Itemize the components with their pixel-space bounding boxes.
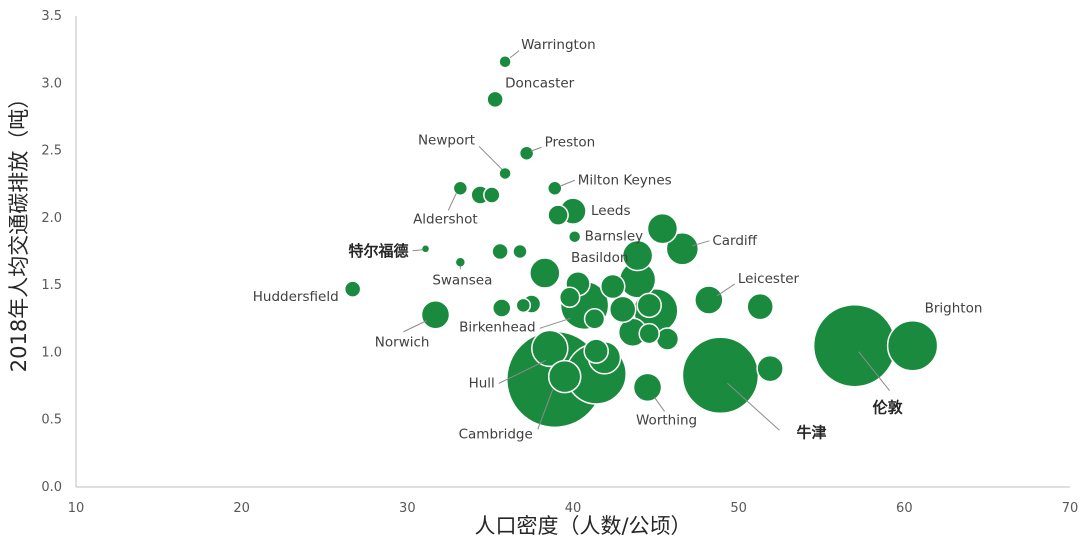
bubble bbox=[583, 338, 609, 364]
y-tick-label: 0.5 bbox=[41, 413, 62, 428]
leader-line bbox=[537, 389, 554, 430]
bubble bbox=[638, 322, 660, 345]
bubble bbox=[483, 186, 501, 204]
bubble bbox=[600, 273, 626, 300]
leader-line bbox=[403, 320, 427, 333]
bubble bbox=[531, 329, 569, 368]
point-label: Aldershot bbox=[413, 211, 478, 227]
bubble bbox=[756, 354, 784, 383]
bubble bbox=[746, 292, 774, 321]
point-label: Swansea bbox=[432, 272, 492, 288]
y-tick-label: 2.5 bbox=[41, 144, 62, 159]
point-label: Hull bbox=[469, 375, 495, 391]
bubble bbox=[621, 239, 654, 272]
point-label: Worthing bbox=[636, 412, 697, 428]
y-tick-label: 0.0 bbox=[41, 480, 62, 495]
leader-line bbox=[478, 146, 503, 170]
x-tick-label: 20 bbox=[233, 501, 250, 516]
leader-line bbox=[530, 146, 542, 152]
bubble bbox=[665, 232, 700, 266]
bubble bbox=[558, 286, 581, 309]
bubble bbox=[812, 303, 897, 388]
bubble bbox=[512, 243, 528, 260]
point-label: Milton Keynes bbox=[578, 172, 672, 188]
x-tick-label: 70 bbox=[1062, 501, 1079, 516]
bubble bbox=[420, 299, 451, 330]
point-label: Newport bbox=[418, 132, 475, 148]
y-ticks: 0.0 0.5 1.0 1.5 2.0 2.5 3.0 3.5 bbox=[41, 9, 62, 495]
bubble bbox=[567, 229, 582, 244]
bubble bbox=[608, 295, 637, 324]
bubble bbox=[498, 55, 512, 69]
y-tick-label: 3.0 bbox=[41, 76, 62, 91]
x-tick-label: 50 bbox=[730, 501, 747, 516]
bubble bbox=[636, 292, 662, 319]
point-label: Warrington bbox=[521, 37, 596, 53]
bubble bbox=[452, 180, 469, 197]
bubble bbox=[518, 145, 535, 162]
bubble bbox=[886, 319, 939, 372]
leader-line bbox=[539, 317, 571, 329]
bubble bbox=[655, 327, 680, 351]
bubble bbox=[343, 280, 362, 298]
point-label: Preston bbox=[545, 134, 596, 150]
point-label: Huddersfield bbox=[253, 289, 339, 305]
bubble bbox=[547, 204, 569, 226]
leader-line bbox=[858, 351, 891, 392]
point-label: Cambridge bbox=[459, 426, 533, 442]
x-tick-label: 60 bbox=[896, 501, 913, 516]
bubble bbox=[547, 359, 582, 394]
point-label: Barnsley bbox=[585, 229, 643, 245]
bubble bbox=[498, 166, 512, 181]
point-label: Birkenhead bbox=[459, 319, 535, 335]
bubble bbox=[454, 256, 467, 269]
y-tick-label: 1.0 bbox=[41, 345, 62, 360]
bubble bbox=[646, 212, 679, 245]
axes bbox=[75, 16, 1070, 488]
x-ticks: 10 20 30 40 50 60 70 bbox=[68, 501, 1079, 516]
x-tick-label: 10 bbox=[68, 501, 85, 516]
leader-line bbox=[498, 359, 547, 384]
point-label: Norwich bbox=[375, 335, 430, 351]
point-labels: Warrington Doncaster Preston Newport Aldersh… bbox=[253, 37, 983, 443]
leader-line bbox=[559, 179, 575, 187]
bubbles bbox=[343, 55, 939, 429]
point-label: 牛津 bbox=[796, 423, 826, 441]
leader-line bbox=[692, 240, 710, 247]
y-tick-label: 2.0 bbox=[41, 211, 62, 226]
leader-line bbox=[509, 50, 520, 59]
leader-line bbox=[727, 382, 780, 431]
bubble bbox=[694, 285, 724, 315]
point-label: Leicester bbox=[738, 271, 800, 287]
bubble bbox=[583, 308, 606, 330]
point-label: Cardiff bbox=[712, 233, 757, 249]
bubble bbox=[547, 180, 563, 197]
point-label: Basildon bbox=[571, 250, 628, 266]
leader-line bbox=[412, 249, 423, 252]
point-label: Brighton bbox=[925, 301, 983, 317]
point-label: 伦敦 bbox=[873, 399, 904, 417]
y-axis-title: 2018年人均交通碳排放（吨） bbox=[7, 88, 31, 372]
bubble bbox=[515, 297, 532, 314]
bubble bbox=[491, 242, 509, 261]
leader-line bbox=[447, 193, 457, 211]
bubble bbox=[529, 257, 561, 289]
leader-line bbox=[654, 397, 665, 412]
bubble bbox=[632, 372, 663, 403]
point-label: Leeds bbox=[591, 203, 631, 219]
bubble bbox=[681, 336, 760, 415]
x-tick-label: 30 bbox=[399, 501, 416, 516]
bubble bbox=[420, 244, 431, 254]
bubble bbox=[492, 298, 512, 318]
point-label: 特尔福德 bbox=[349, 242, 409, 260]
y-tick-label: 3.5 bbox=[41, 9, 62, 24]
bubble bbox=[486, 90, 504, 109]
y-tick-label: 1.5 bbox=[41, 278, 62, 293]
x-axis-title: 人口密度（人数/公顷） bbox=[474, 514, 691, 538]
leader-line bbox=[716, 283, 736, 297]
leader-lines bbox=[403, 50, 891, 431]
point-label: Doncaster bbox=[505, 75, 575, 91]
x-tick-label: 40 bbox=[565, 501, 582, 516]
